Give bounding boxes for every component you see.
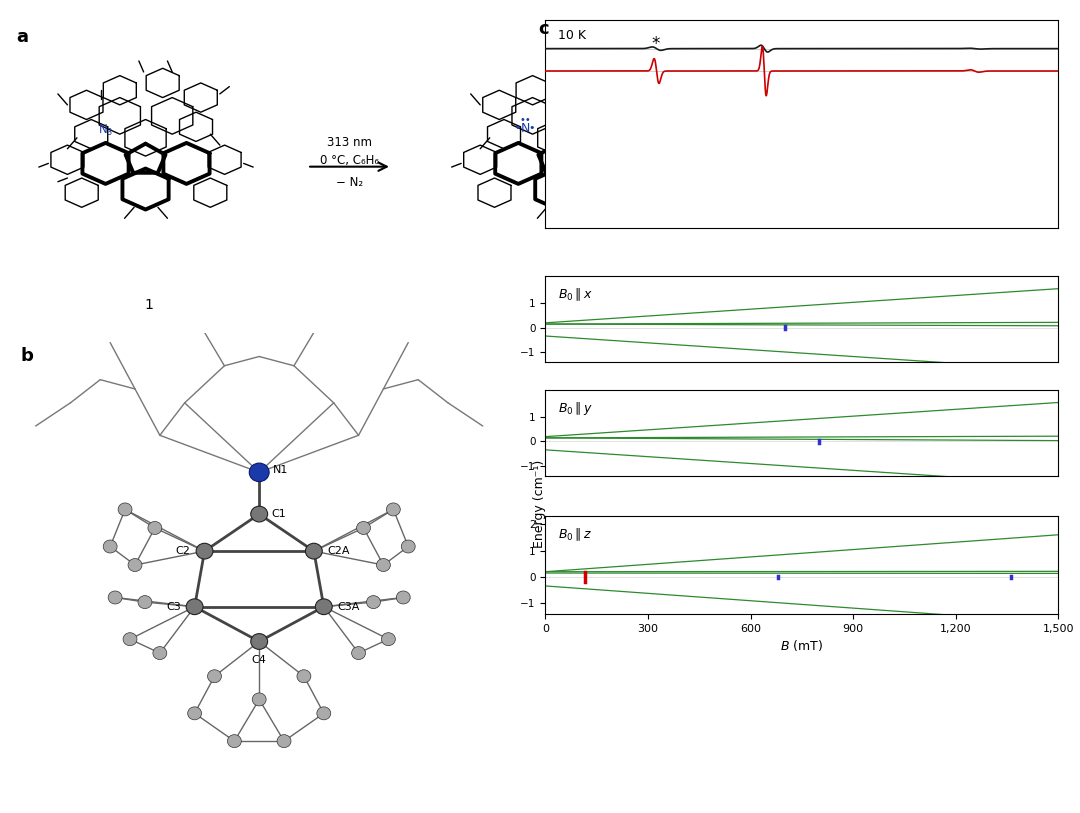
Circle shape: [377, 559, 390, 572]
Text: 1: 1: [144, 298, 153, 312]
Text: N: N: [879, 126, 888, 139]
Circle shape: [352, 646, 365, 659]
Text: Energy (cm⁻¹): Energy (cm⁻¹): [534, 460, 546, 548]
Text: •: •: [873, 128, 879, 137]
Text: C2: C2: [176, 546, 191, 556]
Circle shape: [197, 543, 213, 559]
Text: •: •: [937, 198, 946, 213]
Text: c: c: [538, 20, 549, 38]
Circle shape: [104, 540, 117, 553]
Circle shape: [153, 646, 166, 659]
Text: C2A: C2A: [327, 546, 350, 556]
Text: 10 K: 10 K: [558, 28, 586, 41]
Text: C4: C4: [252, 655, 267, 665]
Circle shape: [249, 463, 269, 481]
Circle shape: [123, 633, 137, 646]
Text: N: N: [521, 122, 529, 135]
Text: C3: C3: [166, 602, 180, 611]
Circle shape: [251, 506, 268, 522]
Circle shape: [186, 599, 203, 615]
Text: 2A: 2A: [902, 298, 919, 312]
Circle shape: [402, 540, 415, 553]
Text: C3A: C3A: [338, 602, 360, 611]
Circle shape: [366, 596, 380, 609]
Circle shape: [148, 521, 162, 534]
Circle shape: [387, 503, 401, 516]
Text: ••: ••: [519, 115, 531, 124]
Circle shape: [278, 735, 291, 748]
Text: $B_0 \parallel x$: $B_0 \parallel x$: [558, 287, 593, 303]
Circle shape: [306, 543, 322, 559]
Text: •: •: [529, 124, 536, 133]
Text: $B_0 \parallel z$: $B_0 \parallel z$: [558, 526, 593, 542]
Circle shape: [297, 670, 311, 683]
Text: − N₂: − N₂: [336, 176, 363, 189]
Text: ••: ••: [878, 120, 889, 129]
Circle shape: [253, 693, 266, 706]
Text: $B_0 \parallel y$: $B_0 \parallel y$: [558, 401, 593, 418]
Text: ⇔: ⇔: [726, 150, 746, 175]
Circle shape: [207, 670, 221, 683]
Text: *: *: [651, 35, 660, 53]
Text: 0 °C, C₆H₆: 0 °C, C₆H₆: [320, 154, 379, 167]
Text: C1: C1: [272, 509, 286, 519]
Circle shape: [188, 706, 202, 720]
Text: N$_3$: N$_3$: [98, 123, 113, 138]
Circle shape: [108, 591, 122, 604]
Circle shape: [381, 633, 395, 646]
Circle shape: [396, 591, 410, 604]
Circle shape: [228, 735, 241, 748]
X-axis label: $B$ (mT): $B$ (mT): [781, 637, 823, 653]
Text: •: •: [515, 124, 522, 133]
Circle shape: [118, 503, 132, 516]
Text: 313 nm: 313 nm: [327, 136, 372, 149]
Text: b: b: [21, 347, 33, 365]
Circle shape: [251, 633, 268, 650]
Circle shape: [356, 521, 370, 534]
Text: 2: 2: [557, 298, 566, 312]
Text: N1: N1: [273, 465, 288, 475]
Circle shape: [315, 599, 333, 615]
Circle shape: [316, 706, 330, 720]
Circle shape: [129, 559, 141, 572]
Circle shape: [138, 596, 152, 609]
Text: a: a: [16, 28, 28, 46]
